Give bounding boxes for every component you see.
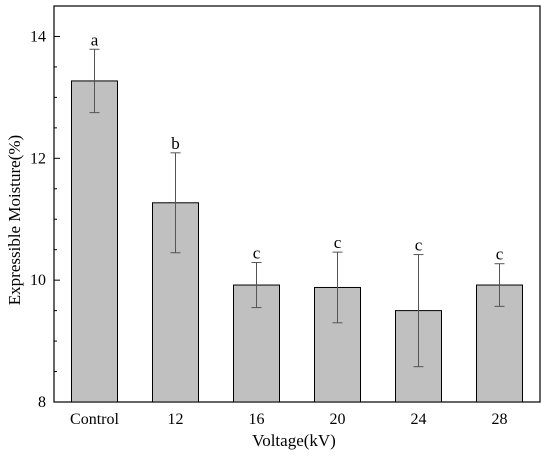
significance-label: c — [496, 245, 504, 264]
x-tick-label: 24 — [411, 411, 427, 428]
x-axis-title: Voltage(kV) — [252, 431, 336, 450]
plot-border — [53, 5, 541, 403]
significance-label: a — [91, 30, 99, 49]
y-axis: 8 10 12 14 — [30, 5, 60, 411]
x-tick-label: 12 — [168, 411, 184, 428]
plot-frame — [53, 5, 541, 403]
y-tick-label: 14 — [30, 28, 46, 45]
significance-label: c — [253, 243, 261, 262]
error-bars — [89, 48, 505, 368]
y-tick-label: 12 — [30, 150, 46, 167]
y-axis-title: Expressible Moisture(%) — [5, 135, 24, 305]
significance-label: c — [415, 236, 423, 255]
significance-label: b — [171, 134, 180, 153]
bar-control — [71, 80, 118, 403]
x-tick-label: Control — [70, 411, 119, 428]
significance-label: c — [334, 233, 342, 252]
y-tick-label: 8 — [38, 394, 46, 411]
y-tick-label: 10 — [30, 272, 46, 289]
bars — [71, 80, 523, 403]
x-tick-label: 28 — [492, 411, 508, 428]
x-tick-label: 20 — [330, 411, 346, 428]
x-tick-label: 16 — [249, 411, 265, 428]
significance-labels: a b c c c c — [91, 30, 504, 263]
